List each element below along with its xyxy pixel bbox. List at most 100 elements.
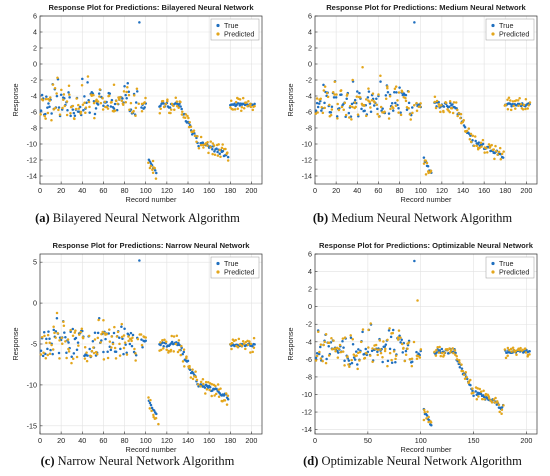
true-point [335,115,339,118]
predicted-point [196,383,200,386]
predicted-point [378,339,382,342]
predicted-point [151,168,154,171]
true-point [186,359,190,363]
predicted-point [140,343,144,347]
predicted-point [433,100,436,104]
y-tick-label: -6 [306,108,312,117]
predicted-point [236,107,240,110]
predicted-point [144,336,147,339]
true-point [376,350,379,353]
true-point [407,101,411,105]
predicted-point [461,369,465,373]
predicted-point [330,108,334,111]
predicted-point [113,109,117,112]
predicted-point [230,341,234,345]
true-point [332,96,336,99]
predicted-point [184,113,188,116]
predicted-point [341,350,345,353]
predicted-point [92,101,96,105]
series-predicted [39,311,256,426]
legend-true-marker [216,261,220,266]
predicted-point [506,346,510,350]
predicted-point [202,382,205,386]
predicted-point [230,347,233,351]
predicted-point [148,166,152,170]
true-point [394,360,397,364]
caption-a: (a) Bilayered Neural Network Algorithm [35,211,240,225]
predicted-point [95,352,99,356]
predicted-point [246,104,249,108]
true-point [405,108,409,111]
predicted-point [53,87,57,90]
x-tick-label: 200 [245,186,257,195]
predicted-point [384,97,388,100]
y-axis-label: Response [11,83,20,116]
y-tick-label: 4 [33,28,37,37]
true-point [121,337,124,340]
predicted-point [486,151,489,154]
predicted-point [125,353,129,356]
predicted-point [166,98,169,101]
true-point [364,347,367,351]
x-tick-label: 120 [436,186,448,195]
predicted-point [379,74,382,77]
predicted-point [418,356,422,359]
true-point [329,111,333,114]
true-point [448,105,451,109]
x-tick-label: 140 [182,186,194,195]
true-point [463,125,467,129]
predicted-point [79,330,82,334]
predicted-point [475,144,479,148]
predicted-point [181,110,184,114]
x-tick-label: 200 [520,186,532,195]
true-point [155,171,158,175]
predicted-point [159,341,162,344]
true-point [347,111,351,115]
predicted-point [457,358,461,362]
predicted-point [224,392,228,395]
predicted-point [199,143,203,147]
predicted-point [493,157,496,161]
predicted-point [164,102,168,106]
true-point [208,385,212,389]
predicted-point [348,365,351,369]
predicted-point [526,107,530,110]
predicted-point [234,100,238,104]
x-tick-label: 80 [396,186,404,195]
true-point [120,325,123,329]
predicted-point [338,343,342,347]
true-point [75,348,79,352]
predicted-point [325,91,329,95]
plot-frame [39,15,263,185]
predicted-point [383,110,386,114]
y-tick-label: -14 [27,172,37,181]
true-point [162,345,165,348]
predicted-point [412,104,416,107]
true-point [91,339,95,343]
predicted-point [52,325,55,329]
true-point [442,105,446,108]
predicted-point [493,401,497,404]
predicted-point [453,349,457,352]
predicted-point [511,100,515,103]
true-point [387,112,391,115]
true-point [126,82,129,85]
predicted-point [147,396,150,399]
y-tick-label: -6 [31,108,37,117]
scatter-chart-a: Response Plot for Predictions: Bilayered… [11,3,263,204]
predicted-point [498,146,502,150]
predicted-point [90,349,94,353]
predicted-point [319,97,322,100]
predicted-point [527,104,530,107]
true-point [181,352,184,356]
y-tick-label: -6 [306,355,312,364]
predicted-point [143,101,146,104]
predicted-point [50,343,53,347]
y-tick-label: 6 [33,12,37,21]
x-axis-label: Record number [401,195,452,204]
y-tick-label: 0 [33,60,37,69]
predicted-point [73,331,77,334]
predicted-point [174,342,178,346]
x-tick-label: 150 [468,436,480,445]
true-point [85,101,88,104]
